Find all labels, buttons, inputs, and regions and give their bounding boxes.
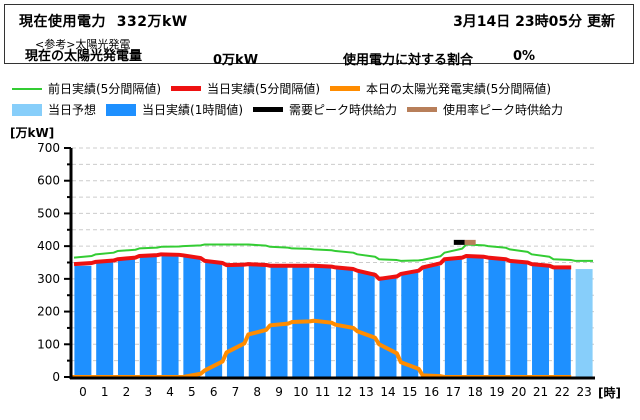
bar-hour-17 [444, 259, 462, 377]
current-usage-value: 332万kW [116, 14, 188, 30]
bar-hour-12 [335, 269, 353, 377]
x-tick-label: 10 [293, 385, 308, 399]
x-tick-label: 12 [337, 385, 352, 399]
bar-hour-0 [74, 265, 92, 377]
current-usage: 現在使用電力 332万kW [19, 11, 188, 31]
x-tick-label: 19 [489, 385, 504, 399]
y-tick-label: 200 [37, 305, 60, 319]
update-time: 3月14日 23時05分 更新 [453, 14, 615, 30]
y-tick-label: 600 [37, 174, 60, 188]
bar-hour-16 [423, 265, 441, 377]
legend-label: 需要ピーク時供給力 [289, 103, 398, 117]
bar-hour-6 [205, 262, 223, 377]
bar-hour-19 [488, 257, 506, 377]
bar-hour-5 [183, 255, 201, 377]
x-tick-label: 7 [232, 385, 240, 399]
legend-usage-peak: 使用率ピーク時供給力 [407, 101, 563, 118]
bar-hour-2 [117, 259, 135, 377]
x-tick-label: 20 [511, 385, 526, 399]
legend-swatch-usage-peak [407, 107, 438, 112]
bar-hour-14 [379, 277, 397, 377]
x-tick-label: 21 [533, 385, 548, 399]
x-tick-label: 9 [275, 385, 283, 399]
legend-row-1: 前日実績(5分間隔値) 当日実績(5分間隔値) 本日の太陽光発電実績(5分間隔値… [12, 80, 561, 97]
x-tick-label: 23 [576, 385, 591, 399]
ratio-label: 使用電力に対する割合 [343, 53, 474, 68]
legend-hourly-actual: 当日実績(1時間値) [106, 101, 243, 118]
x-tick-label: 22 [555, 385, 570, 399]
x-tick-label: 5 [188, 385, 196, 399]
header-panel: 現在使用電力 332万kW 3月14日 23時05分 更新 <参考>太陽光発電 … [4, 4, 634, 68]
legend-label: 当日実績(5分間隔値) [207, 82, 320, 96]
legend-row-2: 当日予想 当日実績(1時間値) 需要ピーク時供給力 使用率ピーク時供給力 [12, 101, 573, 118]
legend-swatch-hourly [106, 103, 137, 116]
bar-hour-1 [96, 262, 114, 377]
x-tick-label: 17 [446, 385, 461, 399]
bar-hour-18 [466, 255, 484, 377]
legend-swatch-demand-peak [253, 107, 284, 112]
usage-peak-marker [464, 239, 476, 245]
x-tick-label: 11 [315, 385, 330, 399]
legend-demand-peak: 需要ピーク時供給力 [253, 101, 397, 118]
legend-prev-day: 前日実績(5分間隔値) [12, 80, 161, 97]
bar-hour-22 [553, 267, 571, 377]
bar-hour-3 [139, 255, 157, 377]
bar-hour-7 [226, 265, 244, 377]
legend-label: 使用率ピーク時供給力 [443, 103, 564, 117]
x-tick-label: 6 [210, 385, 218, 399]
x-tick-label: 18 [468, 385, 483, 399]
bar-hour-15 [401, 272, 419, 377]
series-line-0 [73, 243, 593, 262]
x-tick-label: 3 [144, 385, 152, 399]
legend-label: 本日の太陽光発電実績(5分間隔値) [366, 82, 551, 96]
y-axis-unit: [万kW] [10, 126, 55, 140]
x-tick-label: 8 [253, 385, 261, 399]
demand-peak-marker [453, 239, 465, 245]
x-axis-unit: [時] [598, 386, 621, 400]
y-tick-label: 700 [37, 141, 60, 155]
legend-swatch-prev-day [12, 87, 42, 90]
bar-hour-8 [248, 265, 266, 377]
legend-forecast: 当日予想 [12, 101, 96, 118]
y-tick-label: 300 [37, 272, 60, 286]
x-tick-label: 1 [101, 385, 109, 399]
ratio-value: 0% [513, 49, 536, 64]
bar-hour-23 [575, 269, 593, 377]
legend-solar: 本日の太陽光発電実績(5分間隔値) [330, 80, 551, 97]
y-tick-label: 100 [37, 337, 60, 351]
legend-swatch-today [171, 86, 201, 91]
solar-label: 現在の太陽光発電量 [25, 49, 143, 64]
x-tick-label: 14 [380, 385, 395, 399]
legend-swatch-solar [330, 86, 360, 91]
x-tick-label: 15 [402, 385, 417, 399]
legend-label: 前日実績(5分間隔値) [48, 82, 161, 96]
x-tick-label: 13 [359, 385, 374, 399]
solar-value: 0万kW [213, 53, 259, 68]
y-tick-label: 0 [52, 370, 60, 384]
x-tick-label: 16 [424, 385, 439, 399]
series-line-1 [73, 252, 572, 281]
legend-today: 当日実績(5分間隔値) [171, 80, 320, 97]
y-tick-label: 400 [37, 239, 60, 253]
bar-hour-4 [161, 254, 179, 377]
reference-label: <参考>太陽光発電 [35, 38, 131, 51]
legend-label: 当日実績(1時間値) [142, 103, 244, 117]
legend-swatch-forecast [12, 103, 42, 116]
y-tick-label: 500 [37, 206, 60, 220]
x-tick-label: 2 [123, 385, 131, 399]
legend-label: 当日予想 [48, 103, 97, 117]
bar-hour-20 [510, 260, 528, 377]
bar-hour-21 [532, 264, 550, 377]
bar-hour-9 [270, 267, 288, 377]
current-usage-label: 現在使用電力 [19, 14, 106, 30]
bar-hour-13 [357, 272, 375, 377]
x-tick-label: 0 [79, 385, 87, 399]
x-tick-label: 4 [166, 385, 174, 399]
